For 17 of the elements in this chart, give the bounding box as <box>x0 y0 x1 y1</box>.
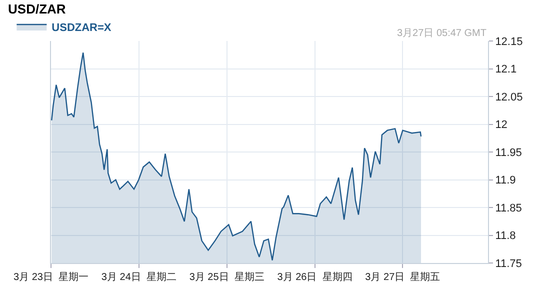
y-tick-label: 12.1 <box>495 64 517 76</box>
x-tick-label: 3月 27日 星期五 <box>365 271 440 283</box>
text: 3月27日 05:47 GMT <box>397 28 486 39</box>
x-tick-label: 3月 23日 星期一 <box>13 271 89 283</box>
x-tick-label: 3月 26日 星期四 <box>277 271 352 283</box>
x-tick-label: 3月 25日 星期三 <box>189 271 264 283</box>
chart-title: USD/ZAR <box>8 1 66 16</box>
y-tick-label: 12.15 <box>495 36 523 48</box>
x-tick-label: 3月 24日 星期二 <box>101 271 176 283</box>
y-tick-label: 11.95 <box>495 146 522 159</box>
y-tick-label: 12.05 <box>495 91 523 104</box>
y-tick-label: 11.9 <box>495 174 516 187</box>
y-tick-label: 11.85 <box>495 202 522 214</box>
y-tick-label: 11.75 <box>495 258 522 270</box>
legend-label: USDZAR=X <box>52 22 112 34</box>
y-tick-label: 12 <box>495 119 508 132</box>
y-tick-label: 11.8 <box>495 230 516 242</box>
